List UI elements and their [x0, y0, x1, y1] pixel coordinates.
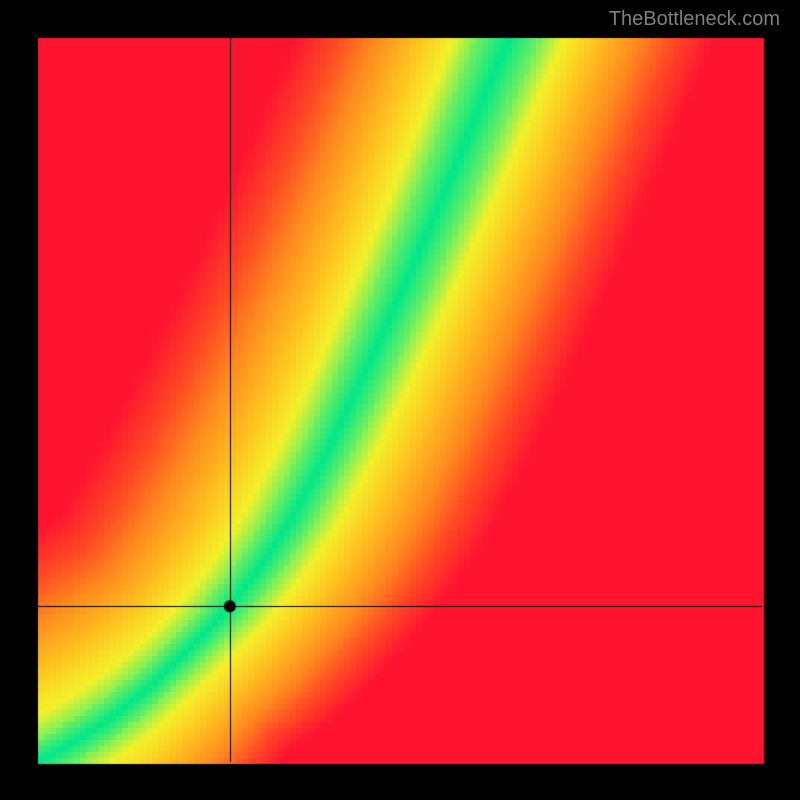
heatmap-canvas: [0, 0, 800, 800]
chart-container: TheBottleneck.com: [0, 0, 800, 800]
watermark: TheBottleneck.com: [609, 8, 780, 31]
